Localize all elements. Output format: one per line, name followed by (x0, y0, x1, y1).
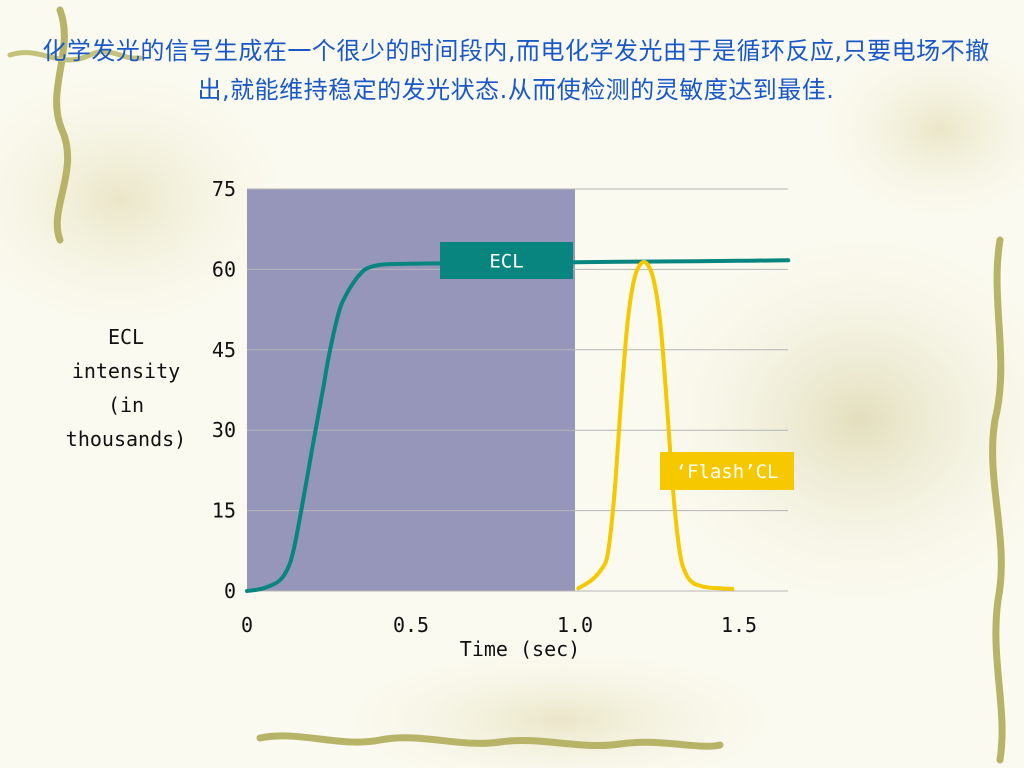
background-blob (0, 70, 290, 330)
y-tick-label: 45 (212, 338, 236, 362)
x-tick-label: 1.5 (721, 613, 757, 637)
ecl-label-box (440, 242, 573, 279)
y-tick-label: 60 (212, 257, 236, 281)
vine-top (7, 49, 143, 63)
slide-heading: 化学发光的信号生成在一个很少的时间段内,而电化学发光由于是循环反应,只要电场不撤… (42, 37, 990, 104)
x-tick-label: 0.5 (393, 613, 429, 637)
y-tick-label: 0 (224, 579, 236, 603)
x-tick-label: 0 (241, 613, 253, 637)
y-tick-label: 75 (212, 177, 236, 201)
y-axis-label: ECL intensity (in thousands) (65, 325, 187, 451)
background-blob (820, 40, 1024, 220)
y-tick-label: 15 (212, 499, 236, 523)
y-tick-label: 30 (212, 418, 236, 442)
vine-bottom (256, 732, 724, 750)
x-axis-label: Time (sec) (459, 637, 581, 661)
background-blob (640, 230, 1024, 610)
flash-cl-series-line (576, 260, 735, 591)
flash-cl-label-text: ‘Flash’CL (676, 461, 779, 483)
ecl-label-text: ECL (489, 251, 523, 273)
ecl-series-line (245, 258, 791, 593)
vine-right (989, 236, 1006, 764)
vine-left (53, 6, 72, 244)
x-tick-label: 1.0 (557, 613, 593, 637)
flash-cl-label-box (660, 452, 794, 490)
